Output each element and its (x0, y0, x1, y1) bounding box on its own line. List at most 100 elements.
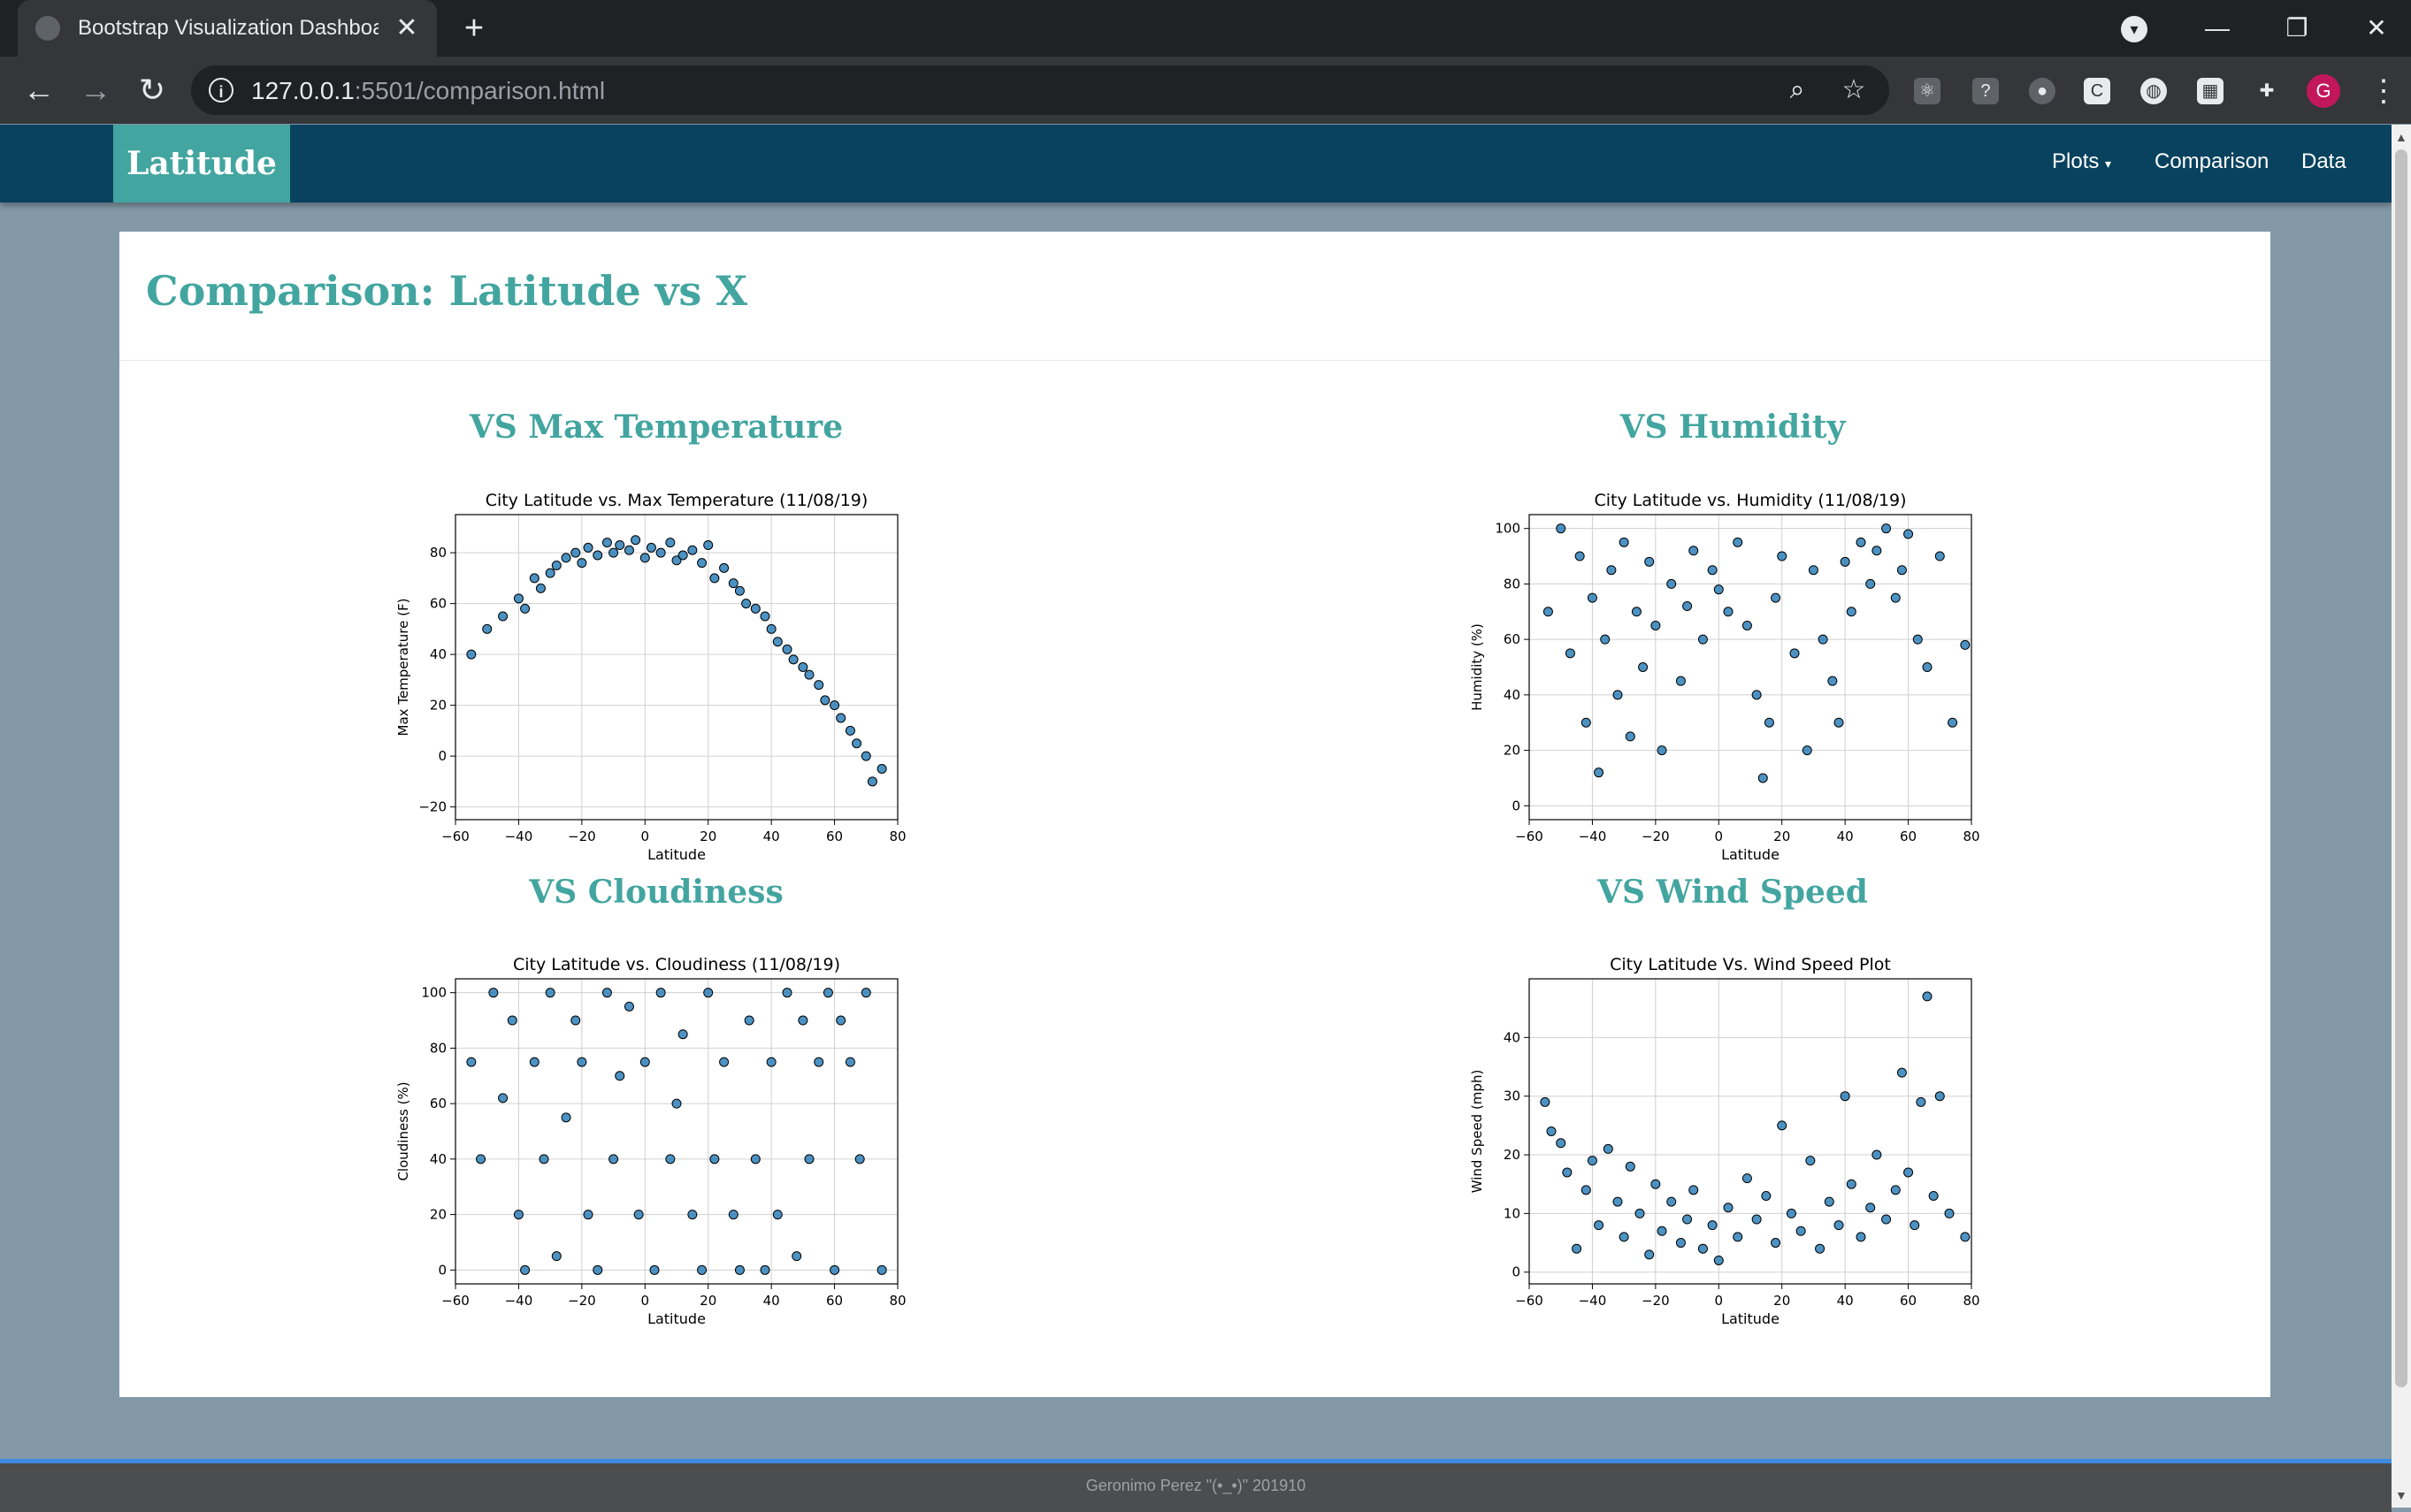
x-tick-label: 60 (826, 829, 843, 844)
data-point (608, 1154, 619, 1165)
data-point (507, 1015, 517, 1026)
scroll-up-icon[interactable]: ▲ (2395, 130, 2407, 144)
zoom-icon[interactable]: ⌕ (1789, 75, 1805, 104)
title-divider (119, 360, 2270, 361)
x-tick-label: −40 (1579, 829, 1607, 844)
page-scrollbar[interactable]: ▲ ▼ (2392, 125, 2411, 1508)
data-point (1682, 1214, 1693, 1225)
data-point (1556, 523, 1566, 534)
back-icon[interactable]: ← (23, 72, 55, 108)
x-tick-label: −20 (1642, 829, 1670, 844)
minimize-icon[interactable]: — (2205, 14, 2230, 42)
data-point (1666, 578, 1677, 589)
navbar-brand[interactable]: Latitude (113, 125, 290, 202)
y-tick-label: 80 (1504, 576, 1520, 592)
browser-menu-icon[interactable]: ⋮ (2369, 74, 2399, 108)
data-point (703, 988, 714, 998)
data-point (804, 669, 815, 680)
code-extension-icon[interactable]: ◍ (2140, 78, 2167, 104)
scrollbar-thumb[interactable] (2395, 149, 2407, 1387)
data-point (649, 1264, 660, 1275)
x-tick-label: −40 (505, 1293, 533, 1309)
data-point (1896, 565, 1907, 576)
y-tick-label: 0 (438, 1262, 447, 1278)
y-tick-label: 40 (1504, 1029, 1520, 1045)
browser-toolbar: ← → ↻ i 127.0.0.1:5501/comparison.html ⌕… (0, 57, 2411, 124)
close-tab-icon[interactable]: ✕ (395, 13, 418, 42)
data-point (1928, 1190, 1939, 1201)
data-point (1871, 546, 1882, 556)
data-point (687, 1210, 698, 1220)
x-tick-label: −60 (1515, 829, 1543, 844)
chart-wind-speed: −60 −40 −20 0 20 40 60 80 0 10 20 30 40 City Latitude… (1441, 952, 2042, 1324)
data-point (1675, 676, 1686, 686)
x-tick-label: 20 (1773, 829, 1790, 844)
data-point (671, 555, 682, 566)
y-tick-label: 30 (1504, 1088, 1520, 1104)
section-title-humidity: VS Humidity (1619, 409, 1846, 446)
y-tick-label: 80 (430, 545, 447, 561)
plot-frame (1528, 514, 1972, 821)
reload-icon[interactable]: ↻ (138, 72, 166, 108)
x-tick-label: −20 (1642, 1293, 1670, 1309)
data-point (830, 700, 840, 711)
scatter-plot: −60 −40 −20 0 20 40 60 80 0 10 20 30 40 City Latitude… (1469, 955, 1980, 1324)
react-devtools-icon[interactable]: ⚛ (1914, 78, 1940, 104)
data-point (823, 988, 833, 998)
data-point (624, 1001, 634, 1012)
data-point (861, 751, 871, 761)
y-tick-label: 10 (1504, 1205, 1520, 1221)
data-point (766, 1057, 777, 1067)
help-extension-icon[interactable]: ? (1972, 78, 1999, 104)
data-point (1587, 592, 1597, 603)
nav-comparison-link[interactable]: Comparison (2155, 149, 2269, 173)
profile-avatar[interactable]: G (2307, 74, 2340, 108)
data-point (760, 1264, 770, 1275)
extensions-puzzle-icon[interactable]: ✚ (2259, 81, 2275, 101)
site-info-icon[interactable]: i (209, 78, 233, 103)
data-point (830, 1264, 840, 1275)
page-footer: Geronimo Perez "(•_•)" 201910 (0, 1459, 2392, 1512)
restore-icon[interactable]: ❐ (2285, 14, 2308, 42)
c-extension-icon[interactable]: C (2084, 78, 2110, 104)
data-point (1795, 1226, 1806, 1236)
url-text[interactable]: 127.0.0.1:5501/comparison.html (251, 77, 605, 105)
data-point (1846, 1179, 1856, 1189)
data-point (570, 1015, 581, 1026)
data-point (520, 1264, 531, 1275)
y-tick-label: 20 (430, 698, 447, 714)
data-point (772, 1210, 783, 1220)
data-point (1707, 1220, 1718, 1231)
data-point (476, 1154, 486, 1165)
window-close-icon[interactable]: ✕ (2366, 14, 2387, 42)
section-title-cloudiness: VS Cloudiness (529, 874, 784, 911)
data-point (792, 1251, 802, 1262)
data-point (1771, 1238, 1781, 1249)
bookmark-star-icon[interactable]: ☆ (1841, 75, 1866, 104)
forward-icon[interactable]: → (80, 72, 111, 108)
scroll-down-icon[interactable]: ▼ (2395, 1488, 2407, 1502)
data-point (852, 738, 862, 749)
data-point (1612, 690, 1623, 700)
data-point (1556, 1138, 1566, 1149)
data-point (1625, 731, 1635, 742)
data-point (1625, 1161, 1635, 1172)
nav-data-link[interactable]: Data (2301, 149, 2346, 173)
nav-plots-dropdown[interactable]: Plots ▾ (2052, 149, 2111, 174)
tab-search-icon[interactable]: ▾ (2121, 16, 2147, 42)
data-point (1881, 523, 1892, 534)
x-tick-label: −60 (441, 1293, 470, 1309)
image-extension-icon[interactable]: ▦ (2197, 78, 2223, 104)
data-point (1890, 1185, 1901, 1195)
address-bar[interactable]: i 127.0.0.1:5501/comparison.html ⌕ ☆ (191, 65, 1889, 115)
x-tick-label: 80 (1963, 829, 1979, 844)
data-point (1833, 1220, 1844, 1231)
tab-title: Bootstrap Visualization Dashboard (78, 16, 379, 40)
data-point (1856, 1232, 1866, 1242)
new-tab-button[interactable]: + (463, 10, 485, 47)
browser-tab[interactable]: Bootstrap Visualization Dashboard ✕ (18, 0, 437, 57)
data-point (1650, 1179, 1661, 1189)
data-point (697, 558, 708, 569)
chat-extension-icon[interactable]: ● (2029, 78, 2055, 104)
data-point (671, 1098, 682, 1109)
